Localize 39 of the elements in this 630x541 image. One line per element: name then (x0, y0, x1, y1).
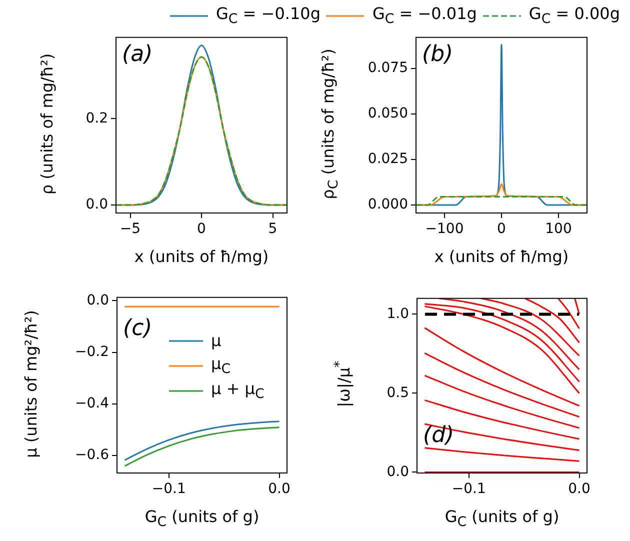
legend-label: G$_{C}$ = −0.01g (372, 4, 477, 28)
annotation: (d) (423, 423, 454, 448)
x-tick-label: 0.0 (568, 481, 590, 498)
legend-label: G$_{C}$ = −0.10g (216, 4, 320, 28)
y-tick-label: 0.2 (86, 110, 108, 126)
x-tick-label: −0.1 (452, 481, 486, 498)
y-tick-label: 0.000 (368, 196, 408, 213)
y-tick-label: 0.0 (86, 292, 109, 308)
y-tick-label: 0.0 (86, 196, 108, 213)
y-axis-title: ρ (units of mg/ħ²) (38, 52, 56, 194)
legend-label: G$_{C}$ = 0.00g (528, 4, 620, 28)
annotation: (c) (123, 316, 152, 341)
x-tick-label: −100 (425, 221, 464, 238)
x-tick-label: −0.1 (152, 481, 186, 498)
legend-label: μ + μ$_{C}$ (211, 378, 264, 402)
legend-label: μ$_{C}$ (211, 354, 230, 378)
y-tick-label: 1.0 (386, 306, 409, 322)
annotation: (a) (122, 42, 153, 67)
annotation: (b) (422, 42, 454, 67)
y-tick-label: 0.025 (368, 151, 408, 168)
x-tick-label: 5 (268, 221, 278, 238)
x-tick-label: 0 (197, 221, 206, 238)
legend-label: μ (211, 331, 222, 350)
x-tick-label: −5 (120, 221, 141, 238)
y-tick-label: −0.2 (75, 344, 109, 360)
x-tick-label: 0 (497, 221, 506, 238)
x-axis-title: G$_{C}$ (units of g) (144, 507, 260, 530)
x-axis-title: x (units of ħ/mg) (134, 247, 269, 266)
x-axis-title: G$_{C}$ (units of g) (444, 507, 560, 530)
y-tick-label: 0.050 (368, 106, 408, 122)
y-tick-label: −0.6 (75, 447, 110, 464)
y-axis-title: μ (units of mg²/ħ²) (22, 310, 40, 458)
x-axis-title: x (units of ħ/mg) (434, 247, 569, 266)
y-tick-label: −0.4 (75, 396, 110, 412)
y-tick-label: 0.0 (386, 464, 409, 480)
x-tick-label: 100 (545, 221, 572, 238)
x-tick-label: 0.0 (268, 481, 290, 498)
y-tick-label: 0.075 (368, 60, 408, 76)
y-tick-label: 0.5 (386, 384, 409, 401)
